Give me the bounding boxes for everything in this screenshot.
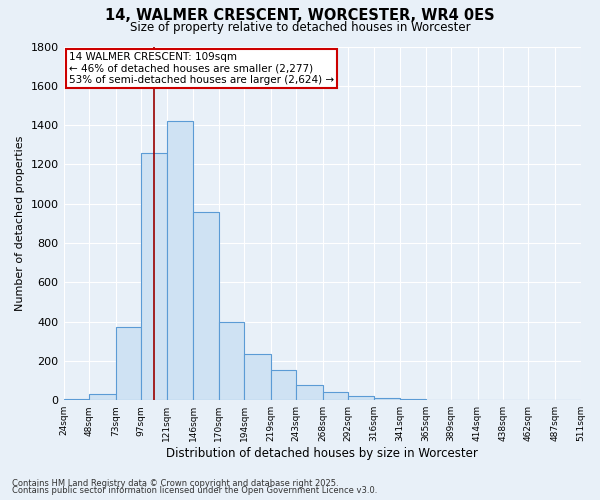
Bar: [141, 152, 167, 400]
Bar: [374, 398, 400, 400]
Text: Size of property relative to detached houses in Worcester: Size of property relative to detached ho…: [130, 21, 470, 34]
Text: 14 WALMER CRESCENT: 109sqm
← 46% of detached houses are smaller (2,277)
53% of s: 14 WALMER CRESCENT: 109sqm ← 46% of deta…: [69, 52, 334, 85]
Bar: [89, 394, 116, 400]
X-axis label: Distribution of detached houses by size in Worcester: Distribution of detached houses by size …: [166, 447, 478, 460]
Bar: [400, 399, 425, 400]
Bar: [116, 326, 141, 400]
Bar: [64, 399, 89, 400]
Bar: [167, 121, 193, 400]
Bar: [193, 212, 218, 400]
Bar: [244, 354, 271, 400]
Y-axis label: Number of detached properties: Number of detached properties: [15, 136, 25, 311]
Bar: [323, 392, 348, 400]
Text: 14, WALMER CRESCENT, WORCESTER, WR4 0ES: 14, WALMER CRESCENT, WORCESTER, WR4 0ES: [105, 8, 495, 22]
Bar: [296, 386, 323, 400]
Text: Contains public sector information licensed under the Open Government Licence v3: Contains public sector information licen…: [12, 486, 377, 495]
Text: Contains HM Land Registry data © Crown copyright and database right 2025.: Contains HM Land Registry data © Crown c…: [12, 478, 338, 488]
Bar: [348, 396, 374, 400]
Bar: [271, 370, 296, 400]
Bar: [218, 322, 244, 400]
